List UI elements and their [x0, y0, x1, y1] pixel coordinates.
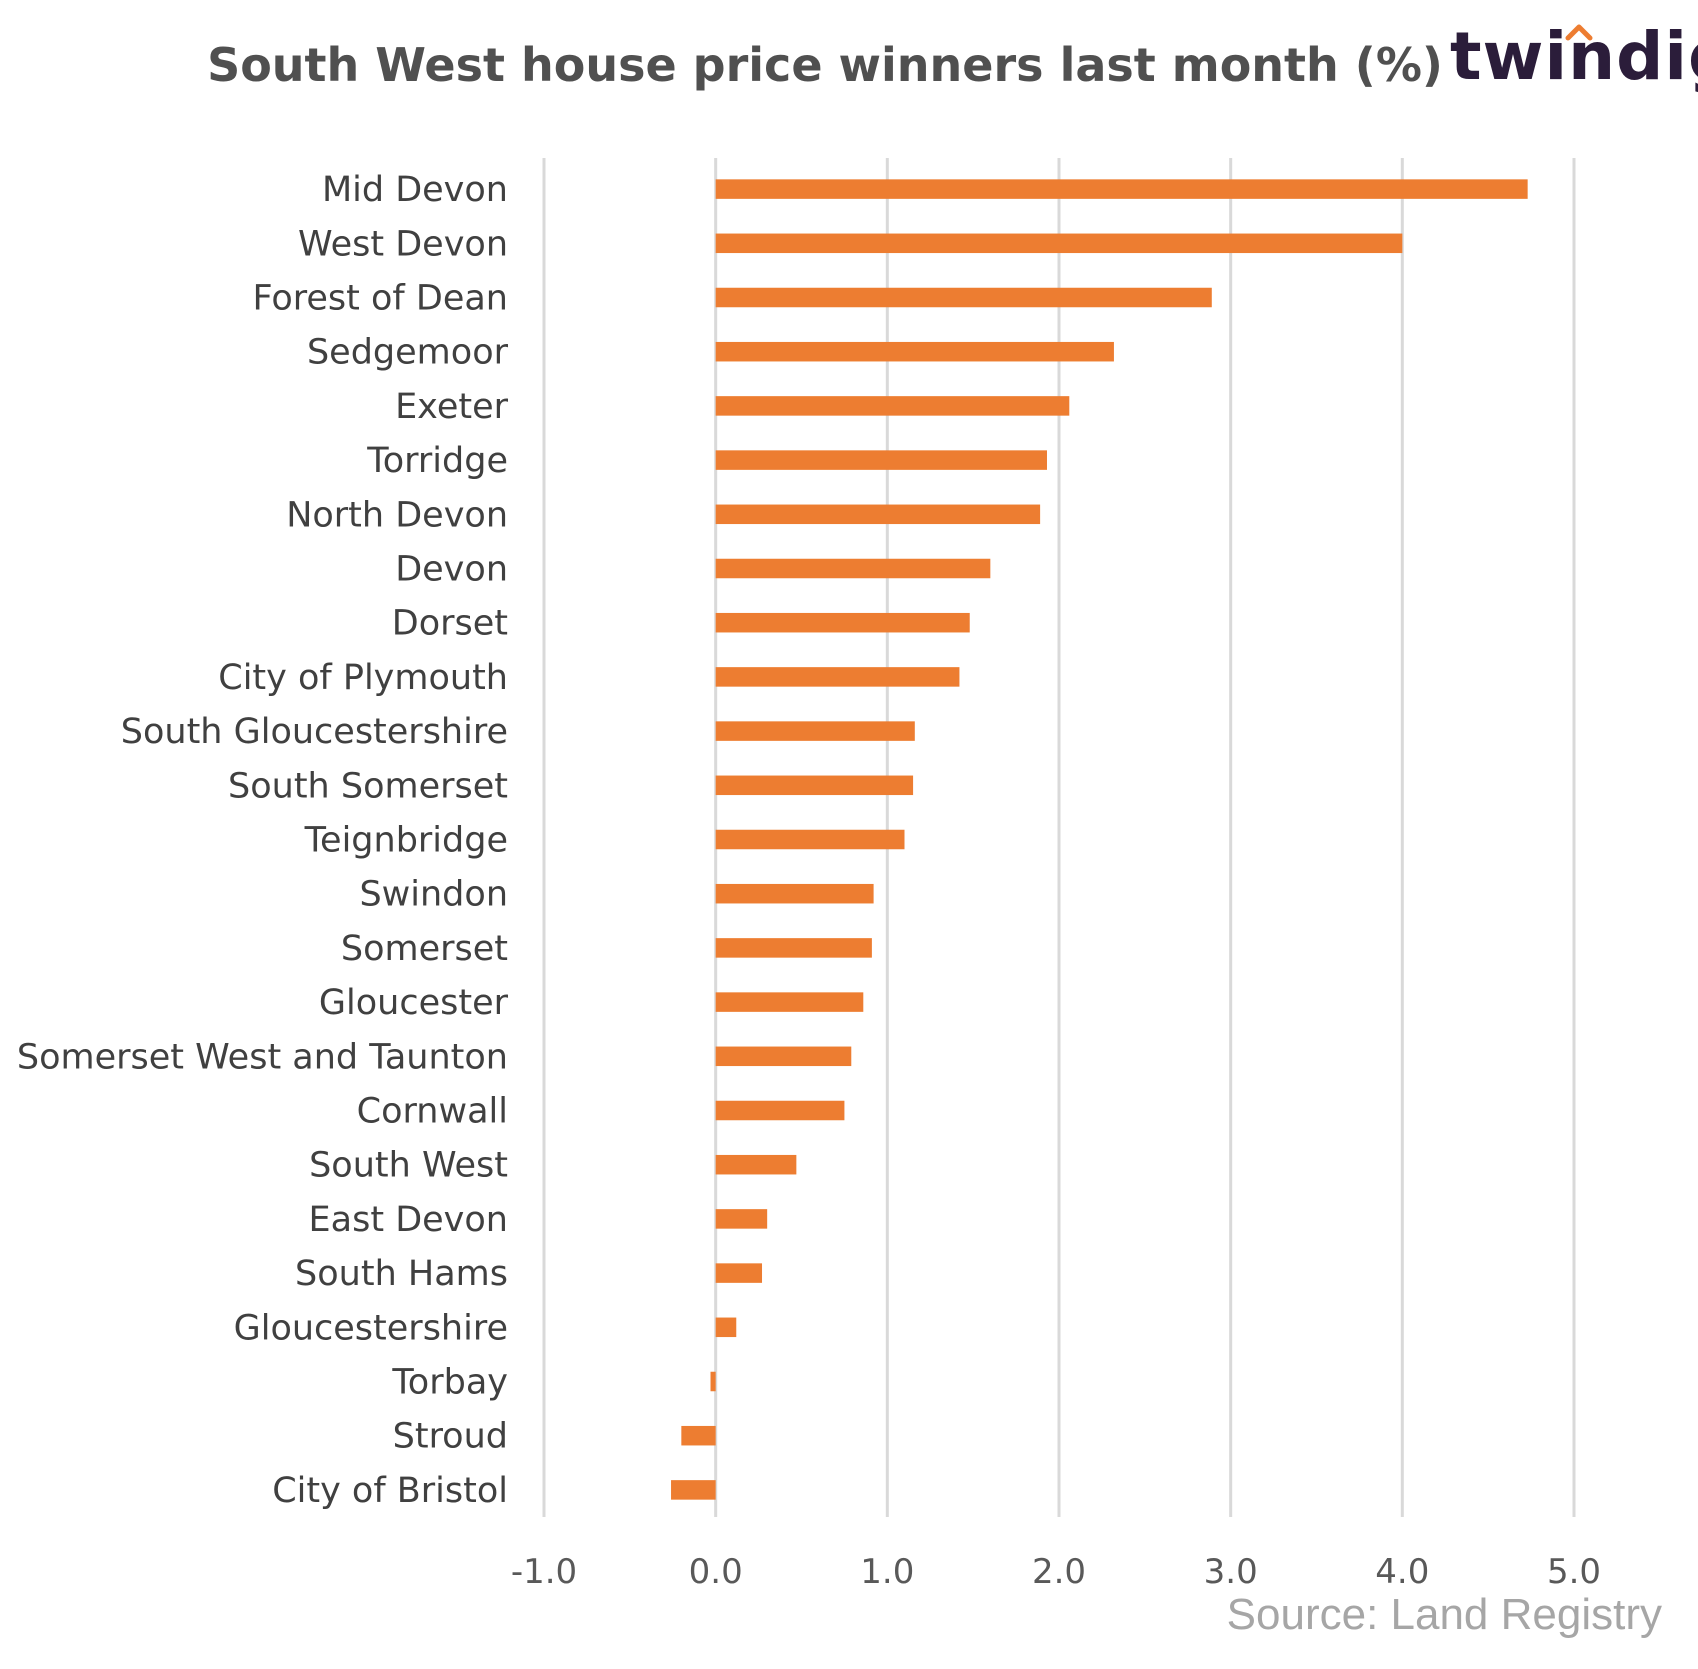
- chart-title: South West house price winners last mont…: [207, 38, 1443, 92]
- category-label: Gloucester: [319, 983, 509, 1023]
- bar: [715, 233, 1403, 254]
- bar: [715, 612, 970, 633]
- category-label: City of Plymouth: [218, 658, 508, 698]
- bar: [715, 883, 874, 904]
- bar: [715, 558, 991, 579]
- bar: [715, 667, 960, 687]
- bar: [715, 341, 1114, 362]
- category-label: Cornwall: [357, 1092, 508, 1132]
- category-label: Forest of Dean: [252, 279, 508, 319]
- category-label: North Devon: [286, 495, 508, 535]
- category-label: Sedgemoor: [307, 333, 509, 373]
- category-label: South Hams: [295, 1254, 508, 1294]
- category-label: East Devon: [309, 1200, 508, 1240]
- category-labels: Mid Devon West Devon Forest of Dean Sedgemo…: [17, 170, 509, 1511]
- category-label: Devon: [395, 550, 508, 590]
- bar: [715, 1263, 763, 1283]
- house-roof-icon: [1565, 24, 1593, 41]
- x-tick-label: 3.0: [1204, 1552, 1258, 1592]
- gridlines: [542, 158, 1576, 1517]
- bar: [715, 938, 872, 958]
- bar: [710, 1371, 716, 1392]
- category-label: Somerset West and Taunton: [17, 1037, 508, 1077]
- category-label: South West: [309, 1146, 508, 1186]
- category-label: Gloucestershire: [234, 1308, 508, 1348]
- category-label: West Devon: [298, 224, 508, 264]
- bar: [715, 721, 915, 741]
- bar: [715, 179, 1528, 199]
- x-tick-label: 2.0: [1032, 1552, 1086, 1592]
- bar: [671, 1480, 716, 1500]
- category-label: City of Bristol: [272, 1471, 508, 1511]
- source-note: Source: Land Registry: [1226, 1590, 1662, 1639]
- category-label: Exeter: [395, 387, 509, 427]
- category-label: Torbay: [391, 1363, 508, 1403]
- bar: [715, 829, 905, 850]
- bars: [671, 179, 1528, 1500]
- x-tick-label: -1.0: [511, 1552, 577, 1592]
- category-label: Torridge: [366, 441, 508, 481]
- bar: [715, 1209, 768, 1229]
- bar: [715, 504, 1041, 525]
- category-label: Dorset: [392, 604, 508, 644]
- bar: [681, 1425, 716, 1446]
- category-label: Somerset: [341, 929, 508, 969]
- x-tick-label: 0.0: [689, 1552, 743, 1592]
- x-tick-label: 5.0: [1547, 1552, 1601, 1592]
- category-label: Teignbridge: [304, 821, 508, 861]
- bar: [715, 287, 1212, 308]
- bar: [715, 1154, 797, 1175]
- category-label: Stroud: [393, 1417, 508, 1457]
- category-label: Swindon: [359, 875, 508, 915]
- bar: [715, 775, 914, 796]
- bar: [715, 396, 1070, 416]
- bar: [715, 1317, 737, 1338]
- x-tick-label: 1.0: [860, 1552, 914, 1592]
- x-tick-label: 4.0: [1375, 1552, 1429, 1592]
- bar: [715, 992, 864, 1012]
- tick-labels: -1.0 0.0 1.0 2.0 3.0 4.0 5.0: [511, 1552, 1601, 1592]
- bar: [715, 450, 1047, 470]
- category-label: South Gloucestershire: [121, 712, 508, 752]
- category-label: South Somerset: [228, 766, 508, 806]
- category-label: Mid Devon: [322, 170, 508, 210]
- bar: [715, 1100, 845, 1121]
- bar: [715, 1046, 852, 1067]
